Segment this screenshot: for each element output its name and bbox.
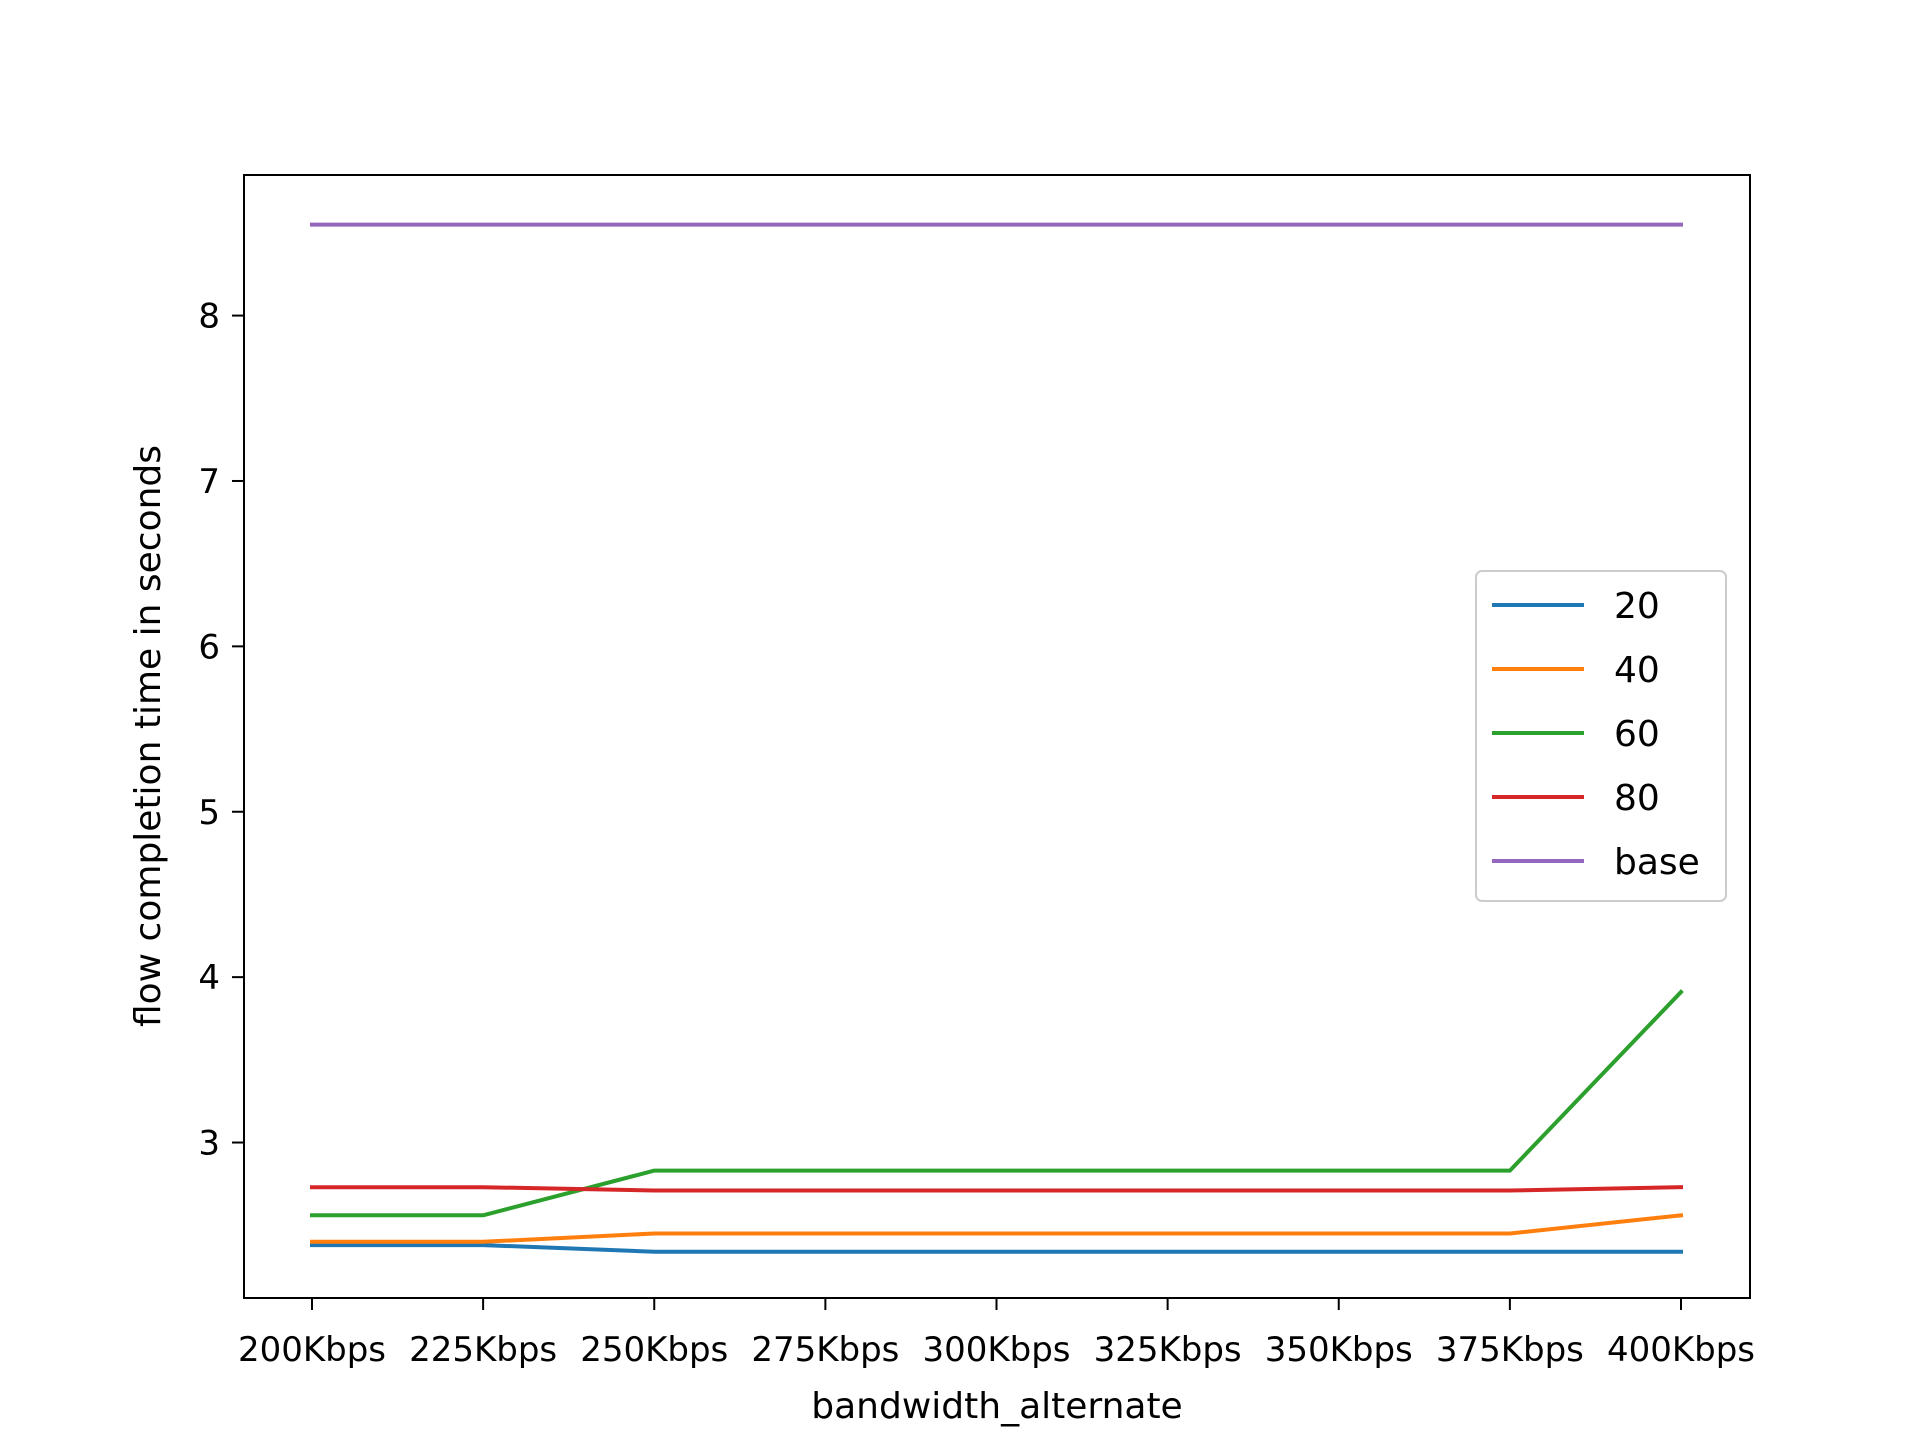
y-tick-label: 6 xyxy=(198,627,220,667)
y-tick-label: 4 xyxy=(198,958,220,998)
y-tick-label: 7 xyxy=(198,462,220,502)
x-tick-label: 200Kbps xyxy=(238,1330,386,1370)
legend-label: 20 xyxy=(1614,586,1660,627)
series-layer xyxy=(310,222,1684,1254)
x-tick-label: 275Kbps xyxy=(751,1330,899,1370)
x-tick-label: 325Kbps xyxy=(1094,1330,1242,1370)
series-line-80 xyxy=(310,1185,1684,1193)
legend-items: 20 40 60 80 base xyxy=(1492,586,1700,883)
x-axis: 200Kbps 225Kbps 250Kbps 275Kbps 300Kbps 325Kb… xyxy=(238,1298,1755,1370)
series-line-20 xyxy=(310,1243,1683,1254)
x-tick-label: 400Kbps xyxy=(1607,1330,1755,1370)
legend: 20 40 60 80 base xyxy=(1475,570,1727,902)
x-tick-label: 225Kbps xyxy=(409,1330,557,1370)
y-tick-label: 3 xyxy=(198,1124,220,1164)
x-axis-title: bandwidth_alternate xyxy=(811,1386,1182,1427)
x-tick-label: 300Kbps xyxy=(922,1330,1070,1370)
y-tick-label: 8 xyxy=(198,297,220,337)
legend-label: 40 xyxy=(1614,650,1660,691)
x-tick-label: 250Kbps xyxy=(580,1330,728,1370)
y-axis-title: flow completion time in seconds xyxy=(128,445,169,1027)
x-tick-label: 375Kbps xyxy=(1436,1330,1584,1370)
legend-label: base xyxy=(1614,842,1700,883)
series-line-40 xyxy=(310,1213,1684,1244)
y-tick-label: 5 xyxy=(198,793,220,833)
legend-label: 80 xyxy=(1614,778,1660,819)
legend-label: 60 xyxy=(1614,714,1660,755)
legend-box xyxy=(1475,570,1727,902)
y-axis: 3 4 5 6 7 8 xyxy=(198,297,244,1164)
x-tick-label: 350Kbps xyxy=(1265,1330,1413,1370)
series-line-60 xyxy=(310,989,1684,1218)
